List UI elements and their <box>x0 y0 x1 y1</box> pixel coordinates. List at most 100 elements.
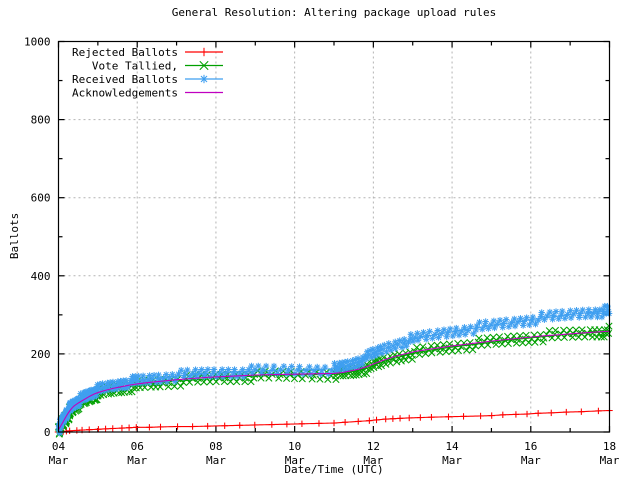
data-point-2 <box>296 363 303 370</box>
data-point-2 <box>225 366 232 373</box>
data-point-1 <box>428 349 436 357</box>
data-point-2 <box>446 325 454 333</box>
data-point-1 <box>247 378 255 386</box>
data-point-2 <box>502 316 510 323</box>
data-point-2 <box>429 335 436 342</box>
data-point-0 <box>95 426 102 433</box>
data-point-1 <box>419 343 427 351</box>
data-point-1 <box>525 339 533 347</box>
chart-title: General Resolution: Altering package upl… <box>172 6 497 19</box>
data-point-1 <box>519 339 527 347</box>
x-tick-label-month: Mar <box>442 454 462 467</box>
data-point-legend-0 <box>199 47 209 57</box>
data-point-0 <box>366 417 373 424</box>
data-point-0 <box>417 414 424 421</box>
data-point-2 <box>550 312 557 319</box>
data-point-2 <box>181 370 188 377</box>
data-point-1 <box>442 348 450 356</box>
data-point-2 <box>520 322 527 329</box>
data-point-0 <box>330 419 338 427</box>
series-rejected-ballots <box>54 407 613 436</box>
data-point-2 <box>231 366 238 373</box>
data-point-0 <box>125 424 133 431</box>
x-tick-label-day: 16 <box>524 440 537 453</box>
data-point-0 <box>102 425 109 433</box>
data-point-2 <box>321 363 329 371</box>
x-tick-label-month: Mar <box>49 454 69 467</box>
data-point-1 <box>475 334 483 342</box>
y-axis-tick-labels: 0 200 400 600 800 1000 <box>24 36 51 440</box>
data-point-2 <box>453 324 460 332</box>
data-point-2 <box>210 366 218 373</box>
x-axis-label: Date/Time (UTC) <box>284 463 383 476</box>
data-point-0 <box>445 413 452 420</box>
data-point-0 <box>396 415 404 422</box>
data-point-2 <box>455 331 463 339</box>
data-point-legend-2 <box>199 74 209 84</box>
data-point-2 <box>414 337 422 344</box>
data-point-0 <box>341 419 349 426</box>
data-point-2 <box>363 355 371 362</box>
data-point-2 <box>306 363 313 371</box>
legend-label-3: Acknowledgements <box>72 87 178 100</box>
data-point-2 <box>570 310 577 318</box>
data-point-2 <box>467 323 474 330</box>
data-point-0 <box>174 423 181 430</box>
data-point-2 <box>529 313 537 321</box>
data-point-0 <box>315 420 323 427</box>
data-point-1 <box>382 360 390 368</box>
plot-frame <box>57 40 611 433</box>
data-point-0 <box>204 422 211 430</box>
data-point-0 <box>578 408 585 415</box>
data-point-2 <box>552 308 560 315</box>
data-point-0 <box>477 412 484 420</box>
data-point-2 <box>582 313 589 321</box>
data-point-0 <box>460 413 467 420</box>
data-point-1 <box>478 341 486 349</box>
x-tick-label-day: 18 <box>603 440 616 453</box>
data-point-2 <box>461 331 469 338</box>
data-point-2 <box>385 340 392 347</box>
data-point-1 <box>386 359 394 367</box>
data-point-1 <box>495 333 504 341</box>
y-tick-label: 1000 <box>24 36 51 49</box>
data-point-0 <box>512 411 520 418</box>
data-point-1 <box>543 330 551 339</box>
data-point-1 <box>212 378 220 386</box>
data-point-0 <box>548 409 555 417</box>
x-tick-label-month: Mar <box>521 454 541 467</box>
data-point-1 <box>226 378 235 386</box>
data-point-2 <box>438 330 445 337</box>
data-point-1 <box>466 338 474 347</box>
data-point-2 <box>222 369 229 377</box>
data-point-1 <box>545 327 553 335</box>
data-point-1 <box>170 382 179 390</box>
data-point-0 <box>534 410 542 417</box>
data-point-2 <box>435 334 442 341</box>
data-point-1 <box>575 333 583 341</box>
data-point-1 <box>484 341 492 349</box>
data-point-1 <box>513 335 521 343</box>
data-point-2 <box>255 362 262 370</box>
data-point-2 <box>417 333 424 340</box>
y-tick-label: 400 <box>31 270 51 283</box>
data-point-2 <box>514 319 521 326</box>
data-point-1 <box>597 333 605 341</box>
data-point-2 <box>201 373 208 381</box>
data-point-1 <box>578 326 586 334</box>
data-point-2 <box>491 324 498 332</box>
data-point-2 <box>314 363 321 371</box>
data-point-2 <box>422 336 430 343</box>
data-point-0 <box>488 412 495 419</box>
data-point-0 <box>298 420 306 427</box>
data-point-1 <box>507 336 515 344</box>
data-point-2 <box>479 326 486 333</box>
data-point-2 <box>431 331 439 338</box>
data-point-2 <box>473 322 480 330</box>
data-point-1 <box>200 378 208 386</box>
data-point-2 <box>538 309 545 316</box>
data-point-0 <box>406 414 413 422</box>
